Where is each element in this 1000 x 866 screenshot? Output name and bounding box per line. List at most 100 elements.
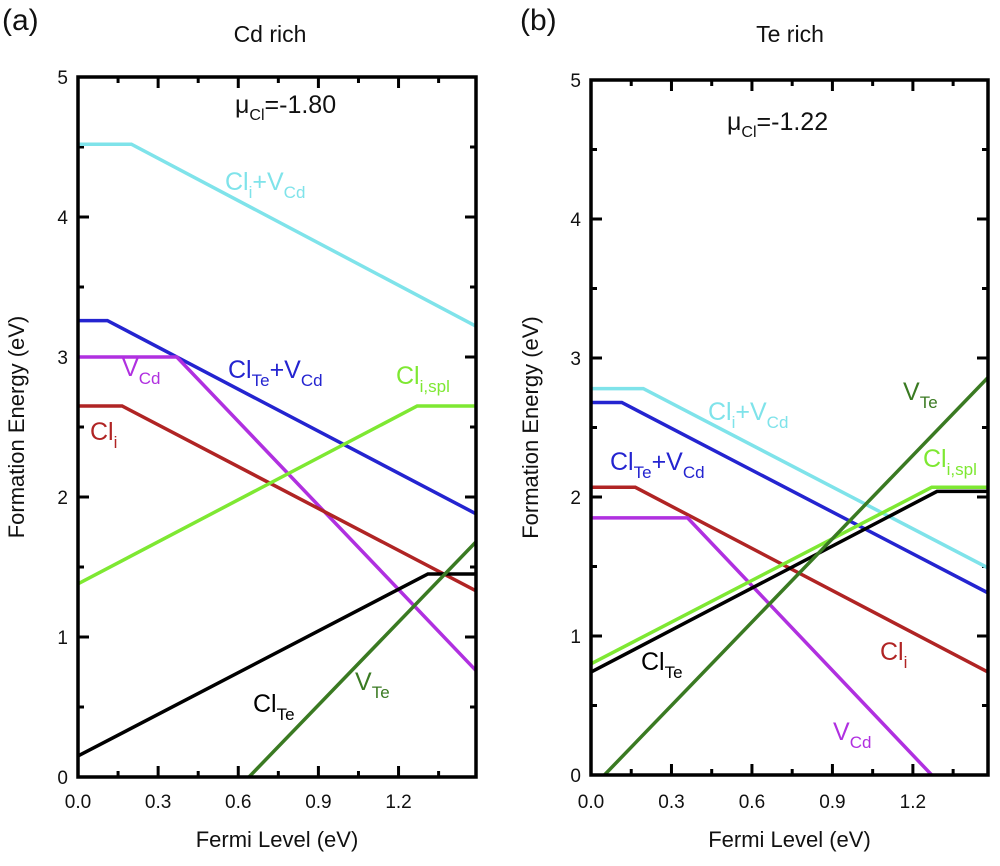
label-subscript: Cd xyxy=(301,371,323,390)
label-subscript: Te xyxy=(634,463,652,482)
x-tick-label: 0.9 xyxy=(305,792,331,813)
label-text: V xyxy=(122,354,139,382)
x-tick-label: 0.3 xyxy=(145,792,171,813)
label-text: Cl xyxy=(225,168,249,196)
series-label-ClTe+VCd: ClTe+VCd xyxy=(228,356,323,390)
label-text: Cl xyxy=(880,638,904,666)
mu-value: =-1.22 xyxy=(757,108,829,136)
mu-subscript: Cl xyxy=(741,124,756,141)
label-text: V xyxy=(903,378,920,406)
series-label-Cli+VCd: Cli+VCd xyxy=(225,168,305,202)
label-text: Cl xyxy=(253,690,277,718)
label-subscript: i,spl xyxy=(947,460,977,479)
label-subscript: Cd xyxy=(767,413,789,432)
x-tick-label: 1.2 xyxy=(385,792,411,813)
label-text: Cl xyxy=(708,398,732,426)
y-tick-label: 3 xyxy=(57,348,68,369)
label-text: V xyxy=(833,718,850,746)
series-label-ClTe: ClTe xyxy=(253,690,295,724)
series-label-VTe: VTe xyxy=(903,378,938,412)
label-subscript: i,spl xyxy=(420,377,450,396)
label-text: Cl xyxy=(923,445,947,473)
x-tick-label: 0.0 xyxy=(65,792,91,813)
x-tick-label: 0.9 xyxy=(819,792,845,813)
series-label-Cli,spl: Cli,spl xyxy=(923,445,977,479)
label-text: Cl xyxy=(228,356,252,384)
mu-value: =-1.80 xyxy=(265,91,337,119)
series-line-ClTe+VCd xyxy=(78,318,476,516)
label-text: +V xyxy=(652,448,684,476)
label-text: +V xyxy=(270,356,302,384)
y-tick-label: 3 xyxy=(570,349,581,370)
label-subscript: i xyxy=(904,653,908,672)
series-label-Cli: Cli xyxy=(880,638,907,672)
series-line-Cli xyxy=(78,404,476,593)
mu-symbol: μ xyxy=(727,108,741,136)
label-subscript: Te xyxy=(277,705,295,724)
label-subscript: Cd xyxy=(850,733,872,752)
series-line-Cli,spl xyxy=(78,404,476,586)
y-axis-label: Formation Energy (eV) xyxy=(518,316,543,539)
series-line-Cli xyxy=(591,485,988,674)
series-label-Cli+VCd: Cli+VCd xyxy=(708,398,788,432)
label-subscript: Cd xyxy=(683,463,705,482)
series-label-Cli: Cli xyxy=(90,418,117,452)
y-axis-label: Formation Energy (eV) xyxy=(4,316,29,539)
series-line-ClTe xyxy=(78,572,476,758)
label-text: Cl xyxy=(641,648,665,676)
series-line-VCd xyxy=(78,355,476,672)
series-line-Cli+VCd xyxy=(591,386,988,570)
plot-frame xyxy=(76,75,478,779)
series-label-VCd: VCd xyxy=(122,354,160,388)
label-subscript: Cd xyxy=(284,183,306,202)
y-tick-label: 4 xyxy=(570,210,581,231)
label-text: Cl xyxy=(90,418,114,446)
series-line-Cli,spl xyxy=(591,485,988,666)
y-tick-label: 0 xyxy=(57,768,68,789)
x-tick-label: 0.3 xyxy=(658,792,684,813)
series-line-VTe xyxy=(603,376,988,775)
panel-a: (a) Cd rich Fermi Level (eV) Formation Ener… xyxy=(2,4,478,852)
x-axis-label: Fermi Level (eV) xyxy=(708,827,871,852)
label-subscript: Cd xyxy=(139,369,161,388)
label-subscript: Te xyxy=(665,663,683,682)
panel-label: (a) xyxy=(2,4,39,37)
series-line-ClTe xyxy=(591,489,988,674)
label-text: +V xyxy=(735,398,767,426)
label-text: Cl xyxy=(610,448,634,476)
label-text: Cl xyxy=(396,362,420,390)
series-label-VTe: VTe xyxy=(355,668,390,702)
x-tick-label: 0.6 xyxy=(225,792,251,813)
mu-annotation: μCl=-1.80 xyxy=(235,91,336,124)
mu-annotation: μCl=-1.22 xyxy=(727,108,828,141)
y-tick-label: 2 xyxy=(57,488,68,509)
panel-b: (b) Te rich Fermi Level (eV) Formation Ener… xyxy=(518,4,990,852)
y-tick-label: 5 xyxy=(570,71,581,92)
x-tick-label: 0.0 xyxy=(578,792,604,813)
label-subscript: Te xyxy=(920,393,938,412)
series-line-Cli+VCd xyxy=(78,142,476,328)
y-tick-label: 0 xyxy=(570,766,581,787)
x-axis-label: Fermi Level (eV) xyxy=(196,827,359,852)
x-tick-label: 1.2 xyxy=(900,792,926,813)
plot-frame xyxy=(589,78,990,777)
series-label-ClTe: ClTe xyxy=(641,648,683,682)
label-text: +V xyxy=(252,168,284,196)
y-tick-label: 1 xyxy=(570,627,581,648)
y-tick-label: 4 xyxy=(57,208,68,229)
label-subscript: i xyxy=(249,183,253,202)
label-text: V xyxy=(355,668,372,696)
series-label-Cli,spl: Cli,spl xyxy=(396,362,450,396)
mu-symbol: μ xyxy=(235,91,249,119)
y-tick-label: 2 xyxy=(570,488,581,509)
label-subscript: i xyxy=(114,433,118,452)
x-tick-label: 0.6 xyxy=(739,792,765,813)
chart-title: Te rich xyxy=(756,21,824,47)
chart-title: Cd rich xyxy=(234,21,307,47)
y-tick-label: 1 xyxy=(57,628,68,649)
series-line-VTe xyxy=(247,540,476,777)
series-label-VCd: VCd xyxy=(833,718,871,752)
series-line-VCd xyxy=(591,516,933,775)
label-subscript: Te xyxy=(252,371,270,390)
